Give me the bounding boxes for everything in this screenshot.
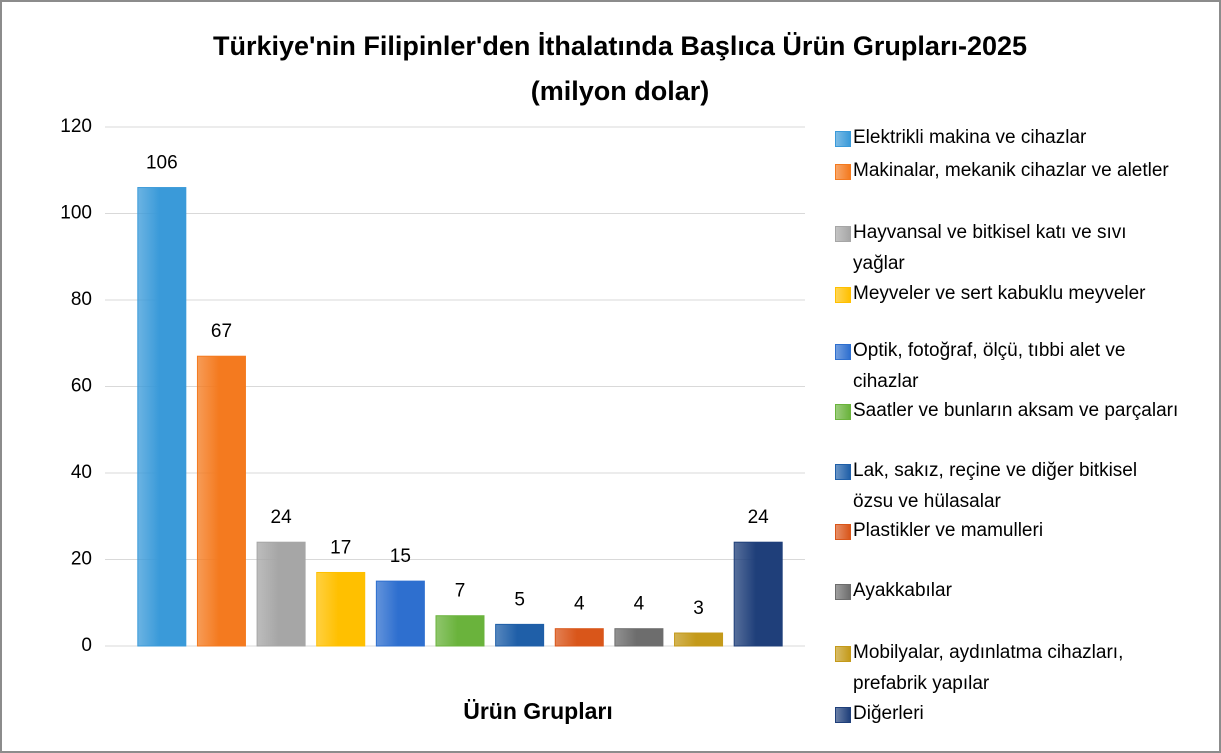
legend-item: Hayvansal ve bitkisel katı ve sıvı yağla… bbox=[835, 217, 1180, 279]
data-label: 7 bbox=[455, 581, 466, 602]
legend-label: Optik, fotoğraf, ölçü, tıbbi alet ve cih… bbox=[853, 340, 1126, 392]
bar bbox=[495, 623, 545, 647]
legend-label: Plastikler ve mamulleri bbox=[853, 520, 1044, 541]
bar bbox=[614, 628, 664, 647]
bar bbox=[375, 580, 425, 647]
bar bbox=[435, 615, 485, 647]
legend-swatch bbox=[835, 464, 851, 480]
x-axis-label: Ürün Grupları bbox=[463, 698, 613, 724]
y-tick-label: 60 bbox=[71, 376, 92, 397]
legend-swatch bbox=[835, 344, 851, 360]
bar bbox=[733, 541, 783, 647]
legend-item: Plastikler ve mamulleri bbox=[835, 515, 1180, 546]
chart-title: Türkiye'nin Filipinler'den İthalatında B… bbox=[213, 31, 1027, 61]
legend-item: Elektrikli makina ve cihazlar bbox=[835, 122, 1180, 153]
legend-item: Meyveler ve sert kabuklu meyveler bbox=[835, 278, 1180, 309]
bar bbox=[256, 541, 306, 647]
legend-swatch bbox=[835, 226, 851, 242]
data-label: 3 bbox=[693, 598, 704, 619]
legend-label: Hayvansal ve bitkisel katı ve sıvı yağla… bbox=[853, 222, 1127, 274]
y-tick-label: 0 bbox=[81, 635, 92, 656]
bar bbox=[316, 571, 366, 647]
chart-subtitle: (milyon dolar) bbox=[531, 76, 710, 106]
data-label: 67 bbox=[211, 321, 232, 342]
legend-swatch bbox=[835, 131, 851, 147]
y-tick-label: 120 bbox=[60, 116, 92, 137]
legend-swatch bbox=[835, 524, 851, 540]
data-label: 106 bbox=[146, 153, 178, 174]
legend-swatch bbox=[835, 584, 851, 600]
bar bbox=[137, 187, 187, 647]
legend-swatch bbox=[835, 707, 851, 723]
data-label: 24 bbox=[271, 507, 293, 528]
legend-item: Makinalar, mekanik cihazlar ve aletler bbox=[835, 155, 1180, 186]
legend-swatch bbox=[835, 646, 851, 662]
bar bbox=[674, 632, 724, 647]
legend-label: Ayakkabılar bbox=[853, 580, 952, 601]
data-label: 4 bbox=[634, 594, 645, 615]
legend-label: Diğerleri bbox=[853, 703, 924, 724]
data-label: 15 bbox=[390, 546, 411, 567]
y-tick-label: 40 bbox=[71, 462, 92, 483]
legend-swatch bbox=[835, 164, 851, 180]
legend-label: Meyveler ve sert kabuklu meyveler bbox=[853, 283, 1146, 304]
legend-item: Saatler ve bunların aksam ve parçaları bbox=[835, 395, 1180, 426]
data-label: 5 bbox=[514, 589, 525, 610]
y-tick-label: 100 bbox=[60, 203, 92, 224]
data-label: 17 bbox=[330, 537, 351, 558]
legend-label: Makinalar, mekanik cihazlar ve aletler bbox=[853, 160, 1169, 181]
legend-item: Ayakkabılar bbox=[835, 575, 1180, 606]
legend-label: Lak, sakız, reçine ve diğer bitkisel özs… bbox=[853, 460, 1138, 512]
y-tick-label: 80 bbox=[71, 289, 92, 310]
data-label: 4 bbox=[574, 594, 585, 615]
legend-swatch bbox=[835, 404, 851, 420]
legend-label: Elektrikli makina ve cihazlar bbox=[853, 127, 1087, 148]
bar bbox=[196, 355, 246, 647]
legend-item: Diğerleri bbox=[835, 698, 1180, 729]
legend-item: Mobilyalar, aydınlatma cihazları, prefab… bbox=[835, 637, 1180, 699]
legend-item: Lak, sakız, reçine ve diğer bitkisel özs… bbox=[835, 455, 1180, 517]
legend-label: Saatler ve bunların aksam ve parçaları bbox=[853, 400, 1179, 421]
legend-label: Mobilyalar, aydınlatma cihazları, prefab… bbox=[853, 642, 1124, 694]
legend-swatch bbox=[835, 287, 851, 303]
data-label: 24 bbox=[748, 507, 770, 528]
bar bbox=[554, 628, 604, 647]
legend-item: Optik, fotoğraf, ölçü, tıbbi alet ve cih… bbox=[835, 335, 1180, 397]
y-tick-label: 20 bbox=[71, 549, 92, 570]
